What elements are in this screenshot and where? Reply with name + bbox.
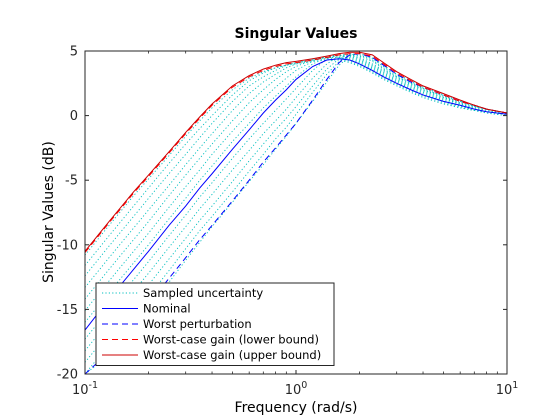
x-tick-label: 10-1 (72, 380, 98, 398)
series-line-worst-case-gain-upper-bound (85, 51, 507, 252)
series-line-sampled-uncertainty-1 (85, 59, 507, 256)
legend-label-sampled-uncertainty: Sampled uncertainty (143, 286, 263, 300)
y-axis-label: Singular Values (dB) (41, 141, 57, 283)
y-tick-label: 0 (70, 109, 78, 124)
legend-label-worst-case-gain-upper-bound: Worst-case gain (upper bound) (143, 348, 321, 362)
series-line-sampled-uncertainty-5 (85, 55, 507, 300)
series-line-sampled-uncertainty-6 (85, 54, 507, 311)
x-tick-label: 101 (496, 380, 519, 398)
x-tick-label: 100 (285, 380, 308, 398)
series-line-sampled-uncertainty-10 (85, 53, 507, 363)
legend-label-worst-perturbation: Worst perturbation (143, 317, 252, 331)
ticks-layer: 10-1 100 101 -20 -15 -10 -5 0 5 (57, 45, 519, 399)
series-line-nominal (85, 58, 507, 331)
series-line-worst-case-gain-lower-bound (85, 53, 507, 253)
y-tick-label: -10 (57, 238, 78, 253)
x-axis-label: Frequency (rad/s) (235, 400, 358, 416)
y-tick-label: -20 (57, 368, 78, 383)
chart-title: Singular Values (235, 26, 358, 42)
legend-label-nominal: Nominal (143, 302, 191, 316)
series-layer (85, 51, 507, 374)
y-tick-label: -5 (65, 174, 78, 189)
series-line-sampled-uncertainty-12 (85, 53, 507, 374)
y-tick-label: 5 (70, 45, 78, 60)
legend-label-worst-case-gain-lower-bound: Worst-case gain (lower bound) (143, 333, 319, 347)
y-tick-label: -15 (57, 303, 78, 318)
series-line-sampled-uncertainty-8 (85, 54, 507, 340)
